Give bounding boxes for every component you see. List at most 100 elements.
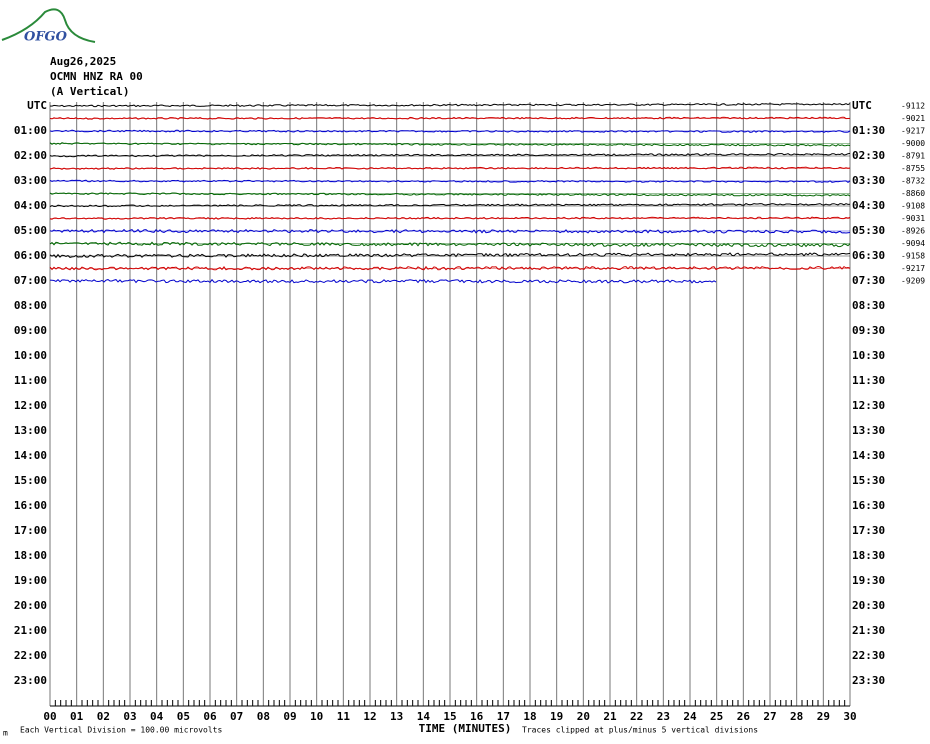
x-tick-label: 01 <box>70 710 84 723</box>
left-time-label: 20:00 <box>14 599 47 612</box>
x-tick-label: 20 <box>577 710 590 723</box>
right-time-label: 01:30 <box>852 124 885 137</box>
right-time-label: 17:30 <box>852 524 885 537</box>
right-time-label: 15:30 <box>852 474 885 487</box>
x-axis-title: TIME (MINUTES) <box>419 722 512 735</box>
right-time-label: 14:30 <box>852 449 885 462</box>
x-tick-label: 23 <box>657 710 670 723</box>
trace-offset: -9112 <box>901 102 925 111</box>
x-tick-label: 30 <box>843 710 856 723</box>
trace-offset: -9158 <box>901 252 925 261</box>
right-time-label: 09:30 <box>852 324 885 337</box>
right-time-label: 21:30 <box>852 624 885 637</box>
x-tick-label: 27 <box>763 710 776 723</box>
right-time-label: 11:30 <box>852 374 885 387</box>
left-time-label: UTC <box>27 99 47 112</box>
right-time-label: 20:30 <box>852 599 885 612</box>
right-time-label: 19:30 <box>852 574 885 587</box>
trace <box>49 228 851 234</box>
trace-offset: -9217 <box>901 264 925 273</box>
left-time-label: 10:00 <box>14 349 47 362</box>
trace <box>49 278 717 284</box>
left-time-label: 17:00 <box>14 524 47 537</box>
left-time-label: 14:00 <box>14 449 47 462</box>
x-tick-label: 06 <box>203 710 217 723</box>
left-time-label: 13:00 <box>14 424 47 437</box>
trace-offset: -9021 <box>901 114 925 123</box>
x-tick-label: 07 <box>230 710 243 723</box>
left-time-label: 03:00 <box>14 174 47 187</box>
footer-mark: m <box>3 729 8 738</box>
x-tick-label: 16 <box>470 710 484 723</box>
left-time-label: 02:00 <box>14 149 47 162</box>
left-time-label: 19:00 <box>14 574 47 587</box>
x-tick-label: 09 <box>283 710 296 723</box>
component: (A Vertical) <box>50 85 129 98</box>
x-tick-label: 05 <box>177 710 190 723</box>
trace <box>49 103 851 108</box>
x-tick-label: 00 <box>43 710 56 723</box>
left-time-label: 23:00 <box>14 674 47 687</box>
x-tick-label: 10 <box>310 710 323 723</box>
left-time-label: 09:00 <box>14 324 47 337</box>
trace-offset: -9209 <box>901 277 925 286</box>
x-tick-label: 21 <box>603 710 617 723</box>
x-tick-label: 28 <box>790 710 803 723</box>
trace <box>49 241 851 248</box>
trace <box>49 203 851 208</box>
left-time-label: 08:00 <box>14 299 47 312</box>
x-tick-label: 02 <box>97 710 110 723</box>
left-time-label: 07:00 <box>14 274 47 287</box>
x-tick-label: 18 <box>523 710 536 723</box>
logo-text: OFGO <box>24 30 68 45</box>
trace-offset: -9108 <box>901 202 925 211</box>
right-time-label: 10:30 <box>852 349 885 362</box>
x-tick-label: 11 <box>337 710 351 723</box>
trace-offset: -8732 <box>901 177 925 186</box>
right-time-label: 03:30 <box>852 174 885 187</box>
left-time-label: 21:00 <box>14 624 47 637</box>
trace-offset: -9031 <box>901 214 925 223</box>
left-time-label: 18:00 <box>14 549 47 562</box>
clip-note: Traces clipped at plus/minus 5 vertical … <box>522 726 758 735</box>
left-time-label: 05:00 <box>14 224 47 237</box>
trace-offset: -8926 <box>901 227 925 236</box>
right-time-label: 12:30 <box>852 399 885 412</box>
x-tick-label: 13 <box>390 710 403 723</box>
trace-offset: -9094 <box>901 239 925 248</box>
scale-note: Each Vertical Division = 100.00 microvol… <box>20 726 222 735</box>
x-tick-label: 04 <box>150 710 164 723</box>
x-tick-label: 12 <box>363 710 376 723</box>
left-time-label: 04:00 <box>14 199 47 212</box>
x-tick-label: 26 <box>737 710 751 723</box>
trace-offset: -8860 <box>901 189 925 198</box>
right-time-label: 08:30 <box>852 299 885 312</box>
right-time-label: 06:30 <box>852 249 885 262</box>
x-tick-label: 08 <box>257 710 270 723</box>
right-time-label: 02:30 <box>852 149 885 162</box>
x-tick-label: 17 <box>497 710 510 723</box>
station: OCMN HNZ RA 00 <box>50 70 143 83</box>
right-time-label: 22:30 <box>852 649 885 662</box>
x-tick-label: 22 <box>630 710 643 723</box>
right-time-label: 07:30 <box>852 274 885 287</box>
right-time-label: 16:30 <box>852 499 885 512</box>
x-tick-label: 03 <box>123 710 136 723</box>
left-time-label: 16:00 <box>14 499 47 512</box>
trace <box>49 152 851 158</box>
trace-offset: -8755 <box>901 164 925 173</box>
x-tick-label: 19 <box>550 710 563 723</box>
right-time-label: 04:30 <box>852 199 885 212</box>
x-tick-label: 14 <box>417 710 431 723</box>
right-time-label: 23:30 <box>852 674 885 687</box>
trace <box>49 166 851 170</box>
trace-offset: -8791 <box>901 152 925 161</box>
trace-offset: -9000 <box>901 139 925 148</box>
logo-curve <box>1 8 96 43</box>
left-time-label: 06:00 <box>14 249 47 262</box>
x-tick-label: 29 <box>817 710 830 723</box>
x-tick-label: 24 <box>683 710 697 723</box>
left-time-label: 15:00 <box>14 474 47 487</box>
left-time-label: 11:00 <box>14 374 47 387</box>
